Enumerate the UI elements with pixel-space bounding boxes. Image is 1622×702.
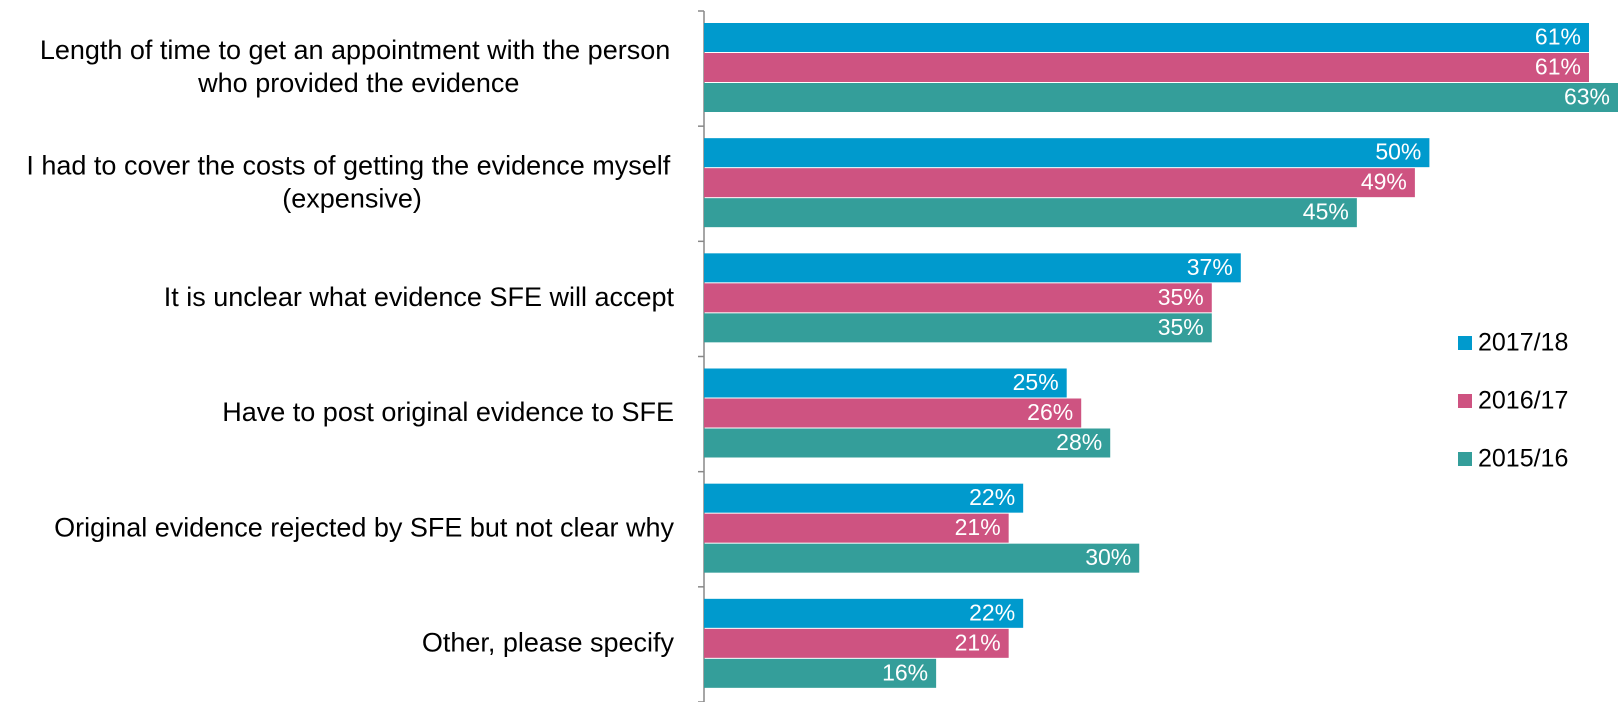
category-label: I had to cover the costs of getting the …: [26, 150, 677, 213]
bar: [704, 628, 1009, 658]
legend-label: 2016/17: [1478, 387, 1568, 415]
value-label: 63%: [1564, 84, 1610, 110]
bar: [704, 168, 1415, 198]
value-label: 25%: [1013, 369, 1059, 395]
value-label: 21%: [955, 629, 1001, 655]
value-label: 22%: [969, 599, 1015, 625]
bar: [704, 253, 1241, 283]
bar: [704, 543, 1140, 573]
category-label: Other, please specify: [422, 628, 675, 658]
legend-swatch: [1458, 452, 1472, 466]
value-label: 21%: [955, 514, 1001, 540]
value-label: 22%: [969, 484, 1015, 510]
legend-label: 2015/16: [1478, 445, 1568, 473]
bar: [704, 513, 1009, 543]
bar: [704, 283, 1212, 313]
value-label: 35%: [1158, 284, 1204, 310]
value-label: 26%: [1027, 399, 1073, 425]
bar: [704, 313, 1212, 343]
category-label: Have to post original evidence to SFE: [222, 397, 674, 427]
value-label: 49%: [1361, 169, 1407, 195]
bar: [704, 83, 1618, 112]
value-label: 28%: [1056, 429, 1102, 455]
category-label: Original evidence rejected by SFE but no…: [54, 512, 674, 542]
legend-swatch: [1458, 394, 1472, 408]
value-label: 61%: [1535, 24, 1581, 50]
legend-swatch: [1458, 336, 1472, 350]
bar: [704, 138, 1430, 168]
bar: [704, 398, 1082, 428]
value-label: 35%: [1158, 314, 1204, 340]
bar: [704, 23, 1589, 52]
category-label: It is unclear what evidence SFE will acc…: [164, 282, 675, 312]
value-label: 16%: [882, 659, 928, 685]
legend-label: 2017/18: [1478, 329, 1568, 357]
value-label: 45%: [1303, 199, 1349, 225]
bar: [704, 368, 1067, 398]
bar: [704, 53, 1589, 82]
value-label: 50%: [1375, 139, 1421, 165]
bar: [704, 598, 1024, 628]
bar: [704, 428, 1111, 458]
value-label: 37%: [1187, 254, 1233, 280]
bar: [704, 658, 937, 688]
value-label: 30%: [1085, 544, 1131, 570]
category-label: Length of time to get an appointment wit…: [40, 35, 678, 98]
bar: [704, 198, 1357, 228]
bar: [704, 483, 1024, 513]
value-label: 61%: [1535, 54, 1581, 80]
